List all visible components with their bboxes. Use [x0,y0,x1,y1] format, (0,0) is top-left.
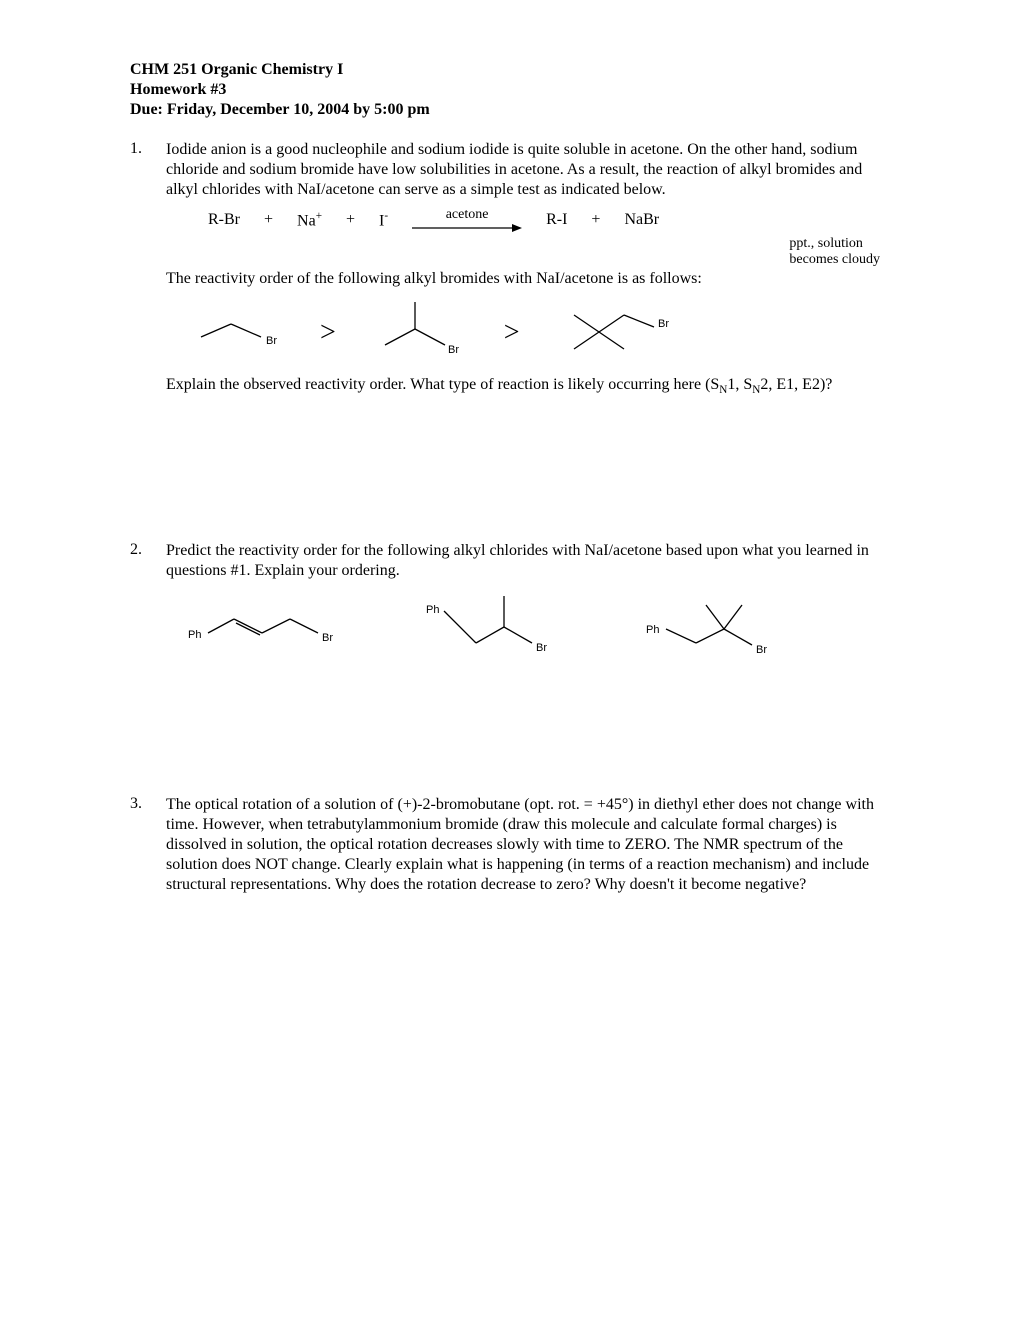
sodium-cation: Na+ [297,209,322,231]
question-number: 3. [130,795,166,813]
svg-text:Br: Br [266,335,277,347]
question-body: Iodide anion is a good nucleophile and s… [166,140,890,397]
question-2: 2. Predict the reactivity order for the … [130,541,890,671]
precipitate-note: ppt., solution becomes cloudy [789,236,880,270]
product-nabr: NaBr [624,210,659,230]
question-number: 1. [130,140,166,158]
answer-space [130,411,890,541]
structure-secondary-phenyl-bromide: Ph Ph [426,591,586,671]
q1-structures-row: Br > Br > Br [186,297,890,367]
arrow-icon [412,222,522,234]
greater-than-sign: > [504,315,520,350]
svg-text:Ph: Ph [426,604,439,616]
question-number: 2. [130,541,166,559]
svg-text:Br: Br [536,642,547,654]
q1-paragraph-3: Explain the observed reactivity order. W… [166,375,890,397]
svg-text:Br: Br [448,344,459,356]
svg-text:Ph: Ph [646,624,659,636]
structure-primary-bromide: Br [186,302,296,362]
q3-paragraph-1: The optical rotation of a solution of (+… [166,795,890,895]
question-body: The optical rotation of a solution of (+… [166,795,890,895]
q2-paragraph-1: Predict the reactivity order for the fol… [166,541,890,581]
reaction-equation: R-Br + Na+ + I- acetone R-I + [166,206,890,269]
reactant-rbr: R-Br [208,210,240,230]
product-nabr-block: NaBr [624,210,659,230]
svg-text:Ph: Ph [188,629,201,641]
structure-neopentyl-phenyl-bromide: Ph Br [646,591,806,671]
homework-number: Homework #3 [130,80,890,100]
plus-sign: + [346,210,355,230]
question-1: 1. Iodide anion is a good nucleophile an… [130,140,890,397]
reaction-arrow: acetone [412,206,522,234]
structure-secondary-bromide: Br [360,297,480,367]
document-page: CHM 251 Organic Chemistry I Homework #3 … [0,0,1020,1320]
q1-paragraph-2: The reactivity order of the following al… [166,269,890,289]
plus-sign: + [264,210,273,230]
greater-than-sign: > [320,315,336,350]
svg-text:Br: Br [756,644,767,656]
due-date: Due: Friday, December 10, 2004 by 5:00 p… [130,100,890,120]
answer-space [130,685,890,795]
question-3: 3. The optical rotation of a solution of… [130,795,890,895]
plus-sign: + [591,210,600,230]
document-header: CHM 251 Organic Chemistry I Homework #3 … [130,60,890,120]
structure-neopentyl-bromide: Br [544,297,694,367]
question-body: Predict the reactivity order for the fol… [166,541,890,671]
iodide-anion: I- [379,209,388,231]
product-ri: R-I [546,210,567,230]
q1-paragraph-1: Iodide anion is a good nucleophile and s… [166,140,890,200]
q2-structures-row: Ph Br Ph [186,591,890,671]
svg-text:Br: Br [658,318,669,330]
structure-allylic-bromide: Ph Br [186,591,366,661]
svg-text:Br: Br [322,632,333,644]
course-title: CHM 251 Organic Chemistry I [130,60,890,80]
